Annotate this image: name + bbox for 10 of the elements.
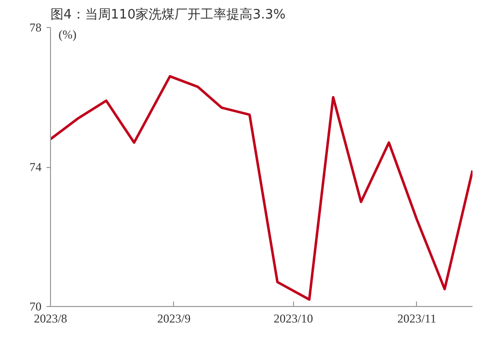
chart-title: 图4：当周110家洗煤厂开工率提高3.3%	[50, 6, 286, 22]
line-series	[50, 75, 472, 301]
y-tick-label: 70	[30, 300, 42, 314]
x-tick-label: 2023/10	[274, 312, 314, 326]
x-tick-label: 2023/11	[397, 312, 436, 326]
y-tick-label: 78	[30, 20, 42, 34]
x-tick-label: 2023/8	[34, 312, 68, 326]
x-tick-label: 2023/9	[157, 312, 191, 326]
y-tick-label: 74	[30, 160, 42, 174]
y-axis-title: (%)	[58, 28, 76, 42]
